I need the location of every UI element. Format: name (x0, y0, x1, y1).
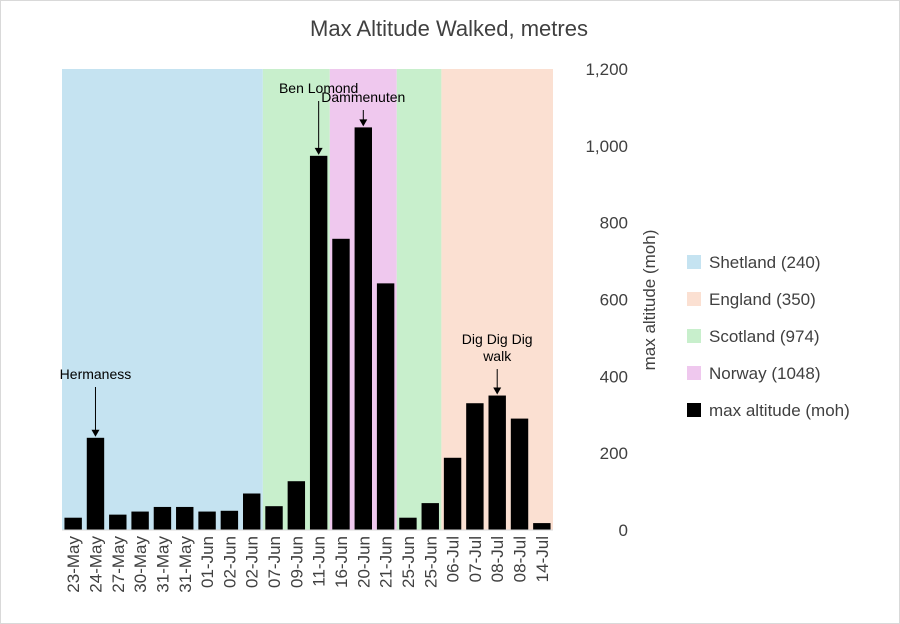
x-tick-label: 31-May (176, 536, 195, 593)
bar-30-May (131, 511, 149, 530)
bar-27-May (109, 514, 127, 530)
annotation-arrowhead (91, 429, 100, 437)
bar-01-Jun (198, 511, 216, 530)
chart-title: Max Altitude Walked, metres (310, 16, 588, 41)
annotation-label: walk (482, 348, 512, 364)
x-tick-label: 11-Jun (310, 536, 329, 587)
bar-25-Jun (421, 503, 439, 530)
y-tick-label: 200 (600, 444, 628, 463)
x-tick-label: 09-Jun (287, 536, 306, 588)
legend-swatch (687, 329, 701, 343)
x-tick-label: 31-May (153, 536, 172, 593)
x-tick-label: 24-May (86, 536, 105, 593)
x-tick-label: 14-Jul (533, 536, 552, 582)
legend: Shetland (240) England (350) Scotland (974… (687, 253, 850, 420)
bar-21-Jun (376, 283, 395, 530)
annotation-label: Ben Lomond (279, 80, 358, 96)
y-tick-label: 1,000 (585, 137, 628, 156)
x-tick-label: 07-Jun (265, 536, 284, 588)
x-tick-label: 23-May (64, 536, 83, 593)
region-scotland-3 (396, 69, 442, 530)
annotation-label: Hermaness (60, 366, 132, 382)
bar-08-Jul (488, 395, 506, 530)
x-tick-label: 02-Jun (220, 536, 239, 588)
y-tick-label: 600 (600, 291, 628, 310)
annotation-arrowhead (493, 387, 502, 395)
annotation-arrowhead (359, 119, 368, 127)
legend-swatch (687, 255, 701, 269)
bar-20-Jun (354, 127, 372, 530)
bar-06-Jul (443, 457, 462, 530)
legend-label: Shetland (240) (709, 253, 821, 272)
annotation-arrowhead (314, 147, 323, 155)
bar-02-Jun (243, 493, 261, 530)
x-tick-label: 08-Jul (511, 536, 530, 582)
x-tick-label: 20-Jun (354, 536, 373, 588)
y-tick-label: 0 (619, 521, 628, 540)
bar-23-May (64, 517, 82, 530)
x-tick-label: 21-Jun (377, 536, 396, 588)
legend-label: Scotland (974) (709, 327, 820, 346)
bar-08-Jul (510, 418, 529, 530)
bar-07-Jul (466, 403, 484, 530)
bar-02-Jun (220, 510, 239, 530)
x-tick-label: 25-Jun (421, 536, 440, 588)
bar-24-May (86, 437, 105, 530)
y-axis: 0 200 400 600 800 1,000 1,200 (585, 60, 628, 540)
bar-09-Jun (287, 481, 306, 530)
y-tick-label: 800 (600, 214, 628, 233)
legend-swatch (687, 403, 701, 417)
legend-label: Norway (1048) (709, 364, 821, 383)
bar-25-Jun (399, 517, 417, 530)
x-axis: 23-May 24-May 27-May 30-May 31-May 31-May 01-J… (62, 529, 553, 593)
x-tick-label: 25-Jun (399, 536, 418, 588)
y-axis-label: max altitude (moh) (640, 230, 659, 371)
bar-14-Jul (533, 523, 551, 530)
x-tick-label: 01-Jun (198, 536, 217, 588)
bar-31-May (153, 506, 172, 530)
x-tick-label: 08-Jul (488, 536, 507, 582)
x-tick-label: 06-Jul (444, 536, 463, 582)
y-tick-label: 1,200 (585, 60, 628, 79)
x-tick-label: 07-Jul (466, 536, 485, 582)
y-tick-label: 400 (600, 367, 628, 386)
bar-07-Jun (265, 506, 283, 530)
legend-label: max altitude (moh) (709, 401, 850, 420)
bar-11-Jun (309, 155, 328, 531)
x-tick-label: 16-Jun (332, 536, 351, 588)
x-tick-label: 30-May (131, 536, 150, 593)
x-tick-label: 27-May (109, 536, 128, 593)
legend-swatch (687, 366, 701, 380)
legend-swatch (687, 292, 701, 306)
annotation-label: Dammenuten (321, 89, 405, 105)
x-tick-label: 02-Jun (243, 536, 262, 588)
legend-label: England (350) (709, 290, 816, 309)
bar-31-May (176, 506, 194, 530)
bars (64, 127, 551, 531)
bar-16-Jun (332, 238, 350, 530)
annotation-label: Dig Dig Dig (462, 331, 533, 347)
